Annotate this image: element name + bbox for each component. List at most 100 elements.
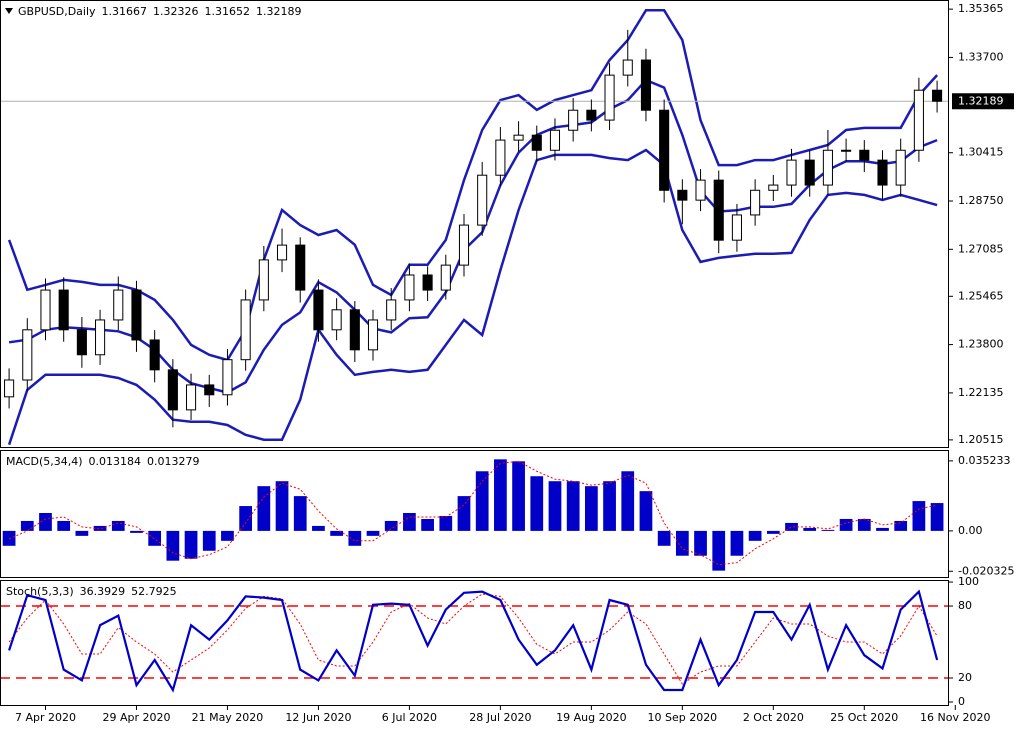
candle-body <box>404 274 415 301</box>
x-tick-label: 10 Sep 2020 <box>647 711 717 724</box>
macd-bar <box>275 481 289 531</box>
candle-body <box>586 109 597 121</box>
panel-header: MACD(5,34,4) 0.013184 0.013279 <box>6 455 200 468</box>
macd-bar <box>603 481 616 531</box>
bollinger-lower <box>7 148 938 446</box>
header-value: 0.013184 <box>89 455 142 468</box>
y-tick-label: 1.25465 <box>958 289 1004 302</box>
macd-bar <box>803 527 817 531</box>
x-tick-label: 2 Oct 2020 <box>743 711 804 724</box>
macd-bar <box>184 530 198 559</box>
x-tick-label: 21 May 2020 <box>192 711 264 724</box>
macd-bar <box>421 518 434 531</box>
candle-body <box>4 379 15 398</box>
candle-body <box>258 259 269 301</box>
x-tick-label: 28 Jul 2020 <box>469 711 531 724</box>
candle-body <box>113 289 124 321</box>
y-tick-label: 1.33700 <box>958 50 1004 63</box>
candle-body <box>932 89 943 102</box>
candle-body <box>731 214 742 241</box>
macd-bar <box>166 530 180 561</box>
macd-bar <box>785 522 798 531</box>
macd-bar <box>312 525 325 531</box>
macd-bar <box>876 527 889 531</box>
macd-bar <box>621 471 635 531</box>
stoch-main <box>8 589 939 693</box>
candle-body <box>422 274 433 291</box>
x-tick-label: 29 Apr 2020 <box>102 711 170 724</box>
candle-body <box>804 159 815 186</box>
candle-body <box>386 299 397 321</box>
menu-triangle[interactable] <box>5 8 13 14</box>
macd-bar <box>912 501 926 531</box>
candle-body <box>186 384 197 411</box>
candle-body <box>677 189 688 201</box>
y-tick-label: 1.22135 <box>958 386 1004 399</box>
indicator-title: Stoch(5,3,3) <box>6 585 74 598</box>
macd-bar <box>566 481 580 531</box>
candle-body <box>95 319 106 356</box>
candle-body <box>822 149 833 186</box>
macd-bar <box>403 513 416 531</box>
macd-bar <box>439 515 453 531</box>
macd-bar <box>384 520 398 531</box>
x-tick-label: 19 Aug 2020 <box>556 711 626 724</box>
candle-body <box>750 189 761 216</box>
macd-bar <box>930 503 944 531</box>
macd-bar <box>348 530 362 546</box>
candle-body <box>841 149 852 152</box>
candle-body <box>313 289 324 331</box>
macd-bar <box>730 530 744 556</box>
candle-body <box>131 289 142 341</box>
macd-bar <box>748 530 762 541</box>
indicator-title: GBPUSD,Daily <box>18 5 96 18</box>
header-value: 1.32189 <box>256 5 302 18</box>
candle-body <box>659 109 670 191</box>
macd-bar <box>548 481 562 531</box>
macd-bar <box>257 486 271 531</box>
y-tick-label: 20 <box>958 671 972 684</box>
panel-frame <box>0 580 949 706</box>
macd-bar <box>57 520 71 531</box>
x-tick-label: 12 Jun 2020 <box>285 711 351 724</box>
macd-bar <box>221 530 234 541</box>
macd-bar <box>839 518 853 531</box>
y-tick-label: 1.28750 <box>958 194 1004 207</box>
bollinger-upper <box>7 8 939 362</box>
candle-body <box>495 139 506 176</box>
candle-body <box>40 289 51 331</box>
y-tick-label: 1.35365 <box>958 2 1004 15</box>
candle-body <box>531 134 542 151</box>
macd-bar <box>657 530 671 546</box>
candle-body <box>367 319 379 351</box>
candle-body <box>877 159 888 186</box>
x-tick-label: 7 Apr 2020 <box>15 711 76 724</box>
macd-bar <box>39 513 52 531</box>
macd-bar <box>639 491 653 531</box>
macd-bar <box>694 530 707 556</box>
candle-body <box>222 359 233 396</box>
candle-body <box>440 264 451 291</box>
y-tick-label: -0.020325 <box>958 564 1014 577</box>
macd-bar <box>712 530 726 571</box>
macd-bar <box>530 476 544 531</box>
candle-body <box>149 339 160 371</box>
candle-body <box>331 309 342 331</box>
macd-bar <box>148 530 162 546</box>
macd-bar <box>75 530 89 536</box>
macd-bar <box>111 520 125 531</box>
macd-bar <box>293 496 307 531</box>
candle-body <box>568 109 579 131</box>
macd-bar <box>766 530 780 534</box>
header-value: 1.31667 <box>102 5 148 18</box>
candle-body <box>786 159 797 186</box>
candle-body <box>349 309 360 351</box>
macd-signal <box>8 460 938 566</box>
candle-body <box>622 59 633 76</box>
y-tick-label: 80 <box>958 599 972 612</box>
macd-bar <box>584 486 598 531</box>
candle-body <box>204 384 215 396</box>
y-tick-label: 1.30415 <box>958 146 1004 159</box>
candle-body <box>913 89 924 151</box>
